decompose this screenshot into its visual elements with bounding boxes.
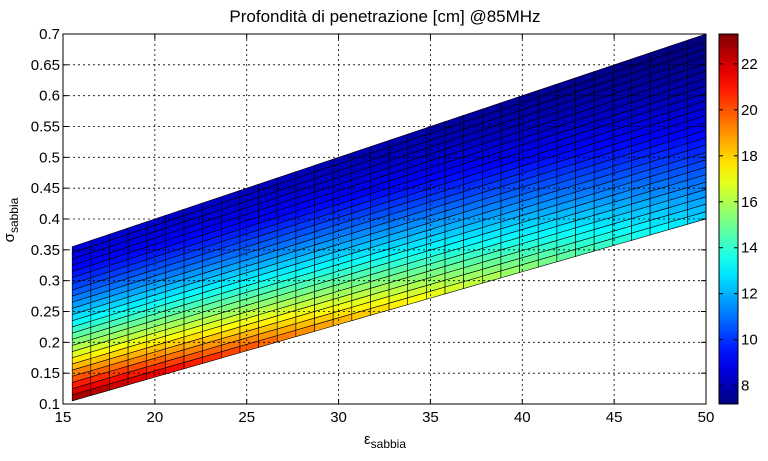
colorbar-tick-label: 10 (741, 332, 758, 349)
x-tick-label: 45 (606, 409, 623, 426)
y-tick-label: 0.65 (31, 57, 60, 74)
colorbar-tick-label: 8 (741, 378, 749, 395)
y-tick-label: 0.6 (39, 88, 60, 105)
y-tick-label: 0.3 (39, 273, 60, 290)
y-tick-label: 0.45 (31, 180, 60, 197)
colorbar-ticks: 8 10 12 14 16 18 20 22 (719, 56, 758, 395)
y-axis-label-sub: sabbia (7, 197, 21, 233)
y-axis-label-base: σ (1, 232, 18, 242)
x-axis-label: εsabbia (364, 431, 406, 451)
x-tick-label: 15 (55, 409, 72, 426)
x-tick-label: 20 (147, 409, 164, 426)
y-tick-label: 0.5 (39, 149, 60, 166)
colorbar-tick-label: 20 (741, 102, 758, 119)
y-axis-label: σsabbia (1, 197, 21, 242)
x-axis-label-base: ε (364, 431, 371, 448)
y-tick-label: 0.55 (31, 119, 60, 136)
x-tick-label: 40 (514, 409, 531, 426)
x-tick-label: 35 (422, 409, 439, 426)
grid-lines (63, 34, 706, 404)
y-tick-label: 0.35 (31, 242, 60, 259)
x-tick-label: 25 (238, 409, 255, 426)
colorbar-tick-label: 22 (741, 56, 758, 73)
chart-title: Profondità di penetrazione [cm] @85MHz (229, 7, 540, 26)
y-tick-label: 0.25 (31, 304, 60, 321)
y-tick-label: 0.1 (39, 396, 60, 413)
colorbar-tick-label: 12 (741, 286, 758, 303)
x-tick-label: 50 (698, 409, 715, 426)
colorbar-tick-label: 16 (741, 194, 758, 211)
colorbar-tick-label: 14 (741, 240, 758, 257)
x-axis-label-sub: sabbia (371, 437, 407, 451)
y-tick-label: 0.15 (31, 365, 60, 382)
x-tick-label: 30 (330, 409, 347, 426)
surface-patches (71, 33, 707, 402)
y-tick-label: 0.2 (39, 334, 60, 351)
colorbar (718, 33, 739, 405)
x-axis-ticks: 15 20 25 30 35 40 45 50 (55, 34, 715, 426)
y-axis-ticks: 0.1 0.15 0.2 0.25 0.3 0.35 0.4 0.45 0.5 0.55 0.6 0.… (31, 26, 706, 413)
colorbar-tick-label: 18 (741, 148, 758, 165)
y-tick-label: 0.7 (39, 26, 60, 43)
y-tick-label: 0.4 (39, 211, 60, 228)
